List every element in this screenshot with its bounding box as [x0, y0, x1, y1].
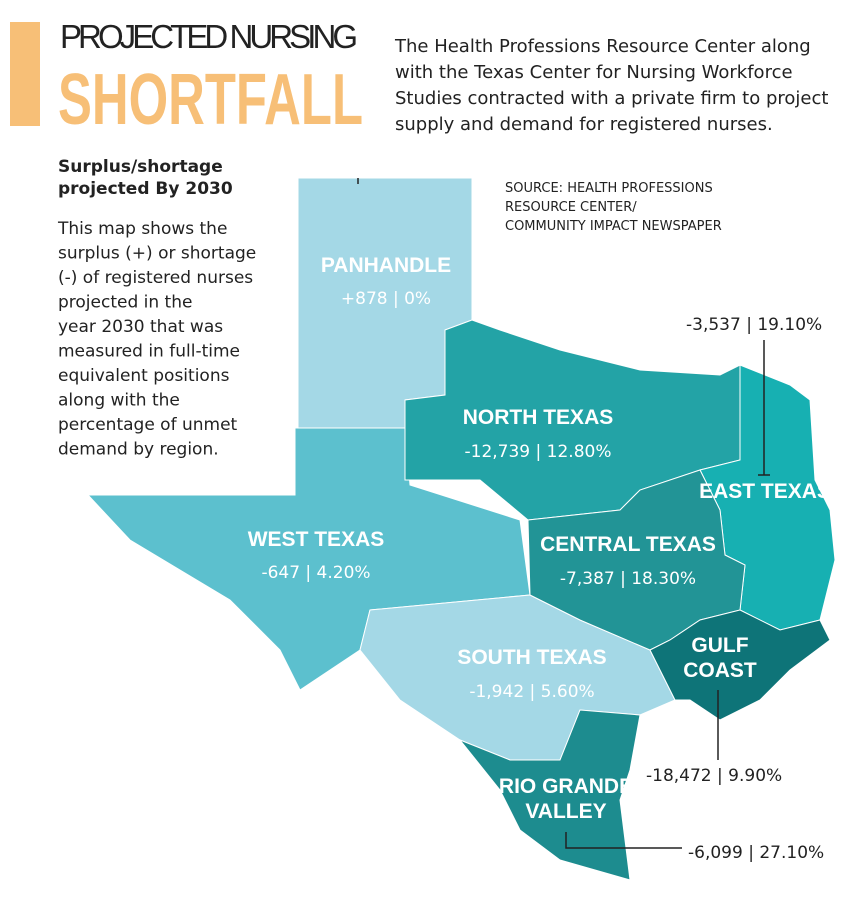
region-name: WEST TEXAS — [248, 528, 385, 551]
body-line: measured in full-time — [58, 342, 240, 362]
source-line: COMMUNITY IMPACT NEWSPAPER — [505, 219, 722, 234]
body-line: surplus (+) or shortage — [58, 244, 256, 264]
source: SOURCE: HEALTH PROFESSIONS RESOURCE CENTE… — [505, 181, 722, 234]
region-name: GULF — [691, 634, 748, 657]
body-text: This map shows the surplus (+) or shortag… — [57, 219, 256, 460]
region-name: NORTH TEXAS — [463, 406, 614, 429]
region-stat: +878 | 0% — [341, 289, 431, 309]
subtitle-line: projected By 2030 — [58, 179, 233, 199]
body-line: year 2030 that was — [58, 317, 223, 337]
callout-line — [565, 832, 682, 849]
region-name: VALLEY — [525, 800, 606, 823]
body-line: This map shows the — [57, 219, 227, 239]
description-line: with the Texas Center for Nursing Workfo… — [395, 62, 793, 83]
callout-line — [758, 340, 770, 476]
region-shape — [458, 709, 641, 881]
body-line: demand by region. — [58, 440, 219, 460]
region-stat: -18,472 | 9.90% — [646, 766, 782, 786]
body-line: equivalent positions — [58, 366, 230, 386]
region-stat: -3,537 | 19.10% — [686, 315, 822, 335]
region-labels: PANHANDLE +878 | 0% NORTH TEXAS -12,739 | 1… — [248, 254, 831, 863]
description: The Health Professions Resource Center a… — [394, 36, 828, 135]
title-emphasis: SHORTFALL — [58, 60, 363, 140]
region-stat: -1,942 | 5.60% — [469, 682, 594, 702]
subtitle-line: Surplus/shortage — [58, 157, 223, 177]
body-line: along with the — [58, 391, 180, 411]
region-name: CENTRAL TEXAS — [540, 533, 716, 556]
description-line: Studies contracted with a private firm t… — [395, 88, 828, 109]
region-name: EAST TEXAS — [699, 480, 831, 503]
region-name: SOUTH TEXAS — [457, 646, 606, 669]
region-name: PANHANDLE — [321, 254, 451, 277]
region-name: COAST — [683, 659, 757, 682]
source-line: RESOURCE CENTER/ — [505, 200, 637, 215]
region-stat: -6,099 | 27.10% — [688, 843, 824, 863]
description-line: The Health Professions Resource Center a… — [394, 36, 811, 57]
body-line: projected in the — [58, 293, 192, 313]
description-line: supply and demand for registered nurses. — [395, 114, 773, 135]
region-stat: -7,387 | 18.30% — [560, 569, 696, 589]
region-stat: -647 | 4.20% — [261, 563, 370, 583]
callouts — [357, 178, 770, 849]
title: PROJECTED NURSING — [60, 18, 358, 55]
source-line: SOURCE: HEALTH PROFESSIONS — [505, 181, 713, 196]
accent-bar — [10, 22, 40, 126]
body-line: (-) of registered nurses — [58, 268, 253, 288]
region-shape — [527, 469, 746, 651]
region-name: RIO GRANDE — [499, 775, 633, 798]
body-line: percentage of unmet — [58, 415, 238, 435]
region-shape — [649, 609, 831, 721]
map — [86, 177, 836, 881]
region-stat: -12,739 | 12.80% — [465, 442, 612, 462]
